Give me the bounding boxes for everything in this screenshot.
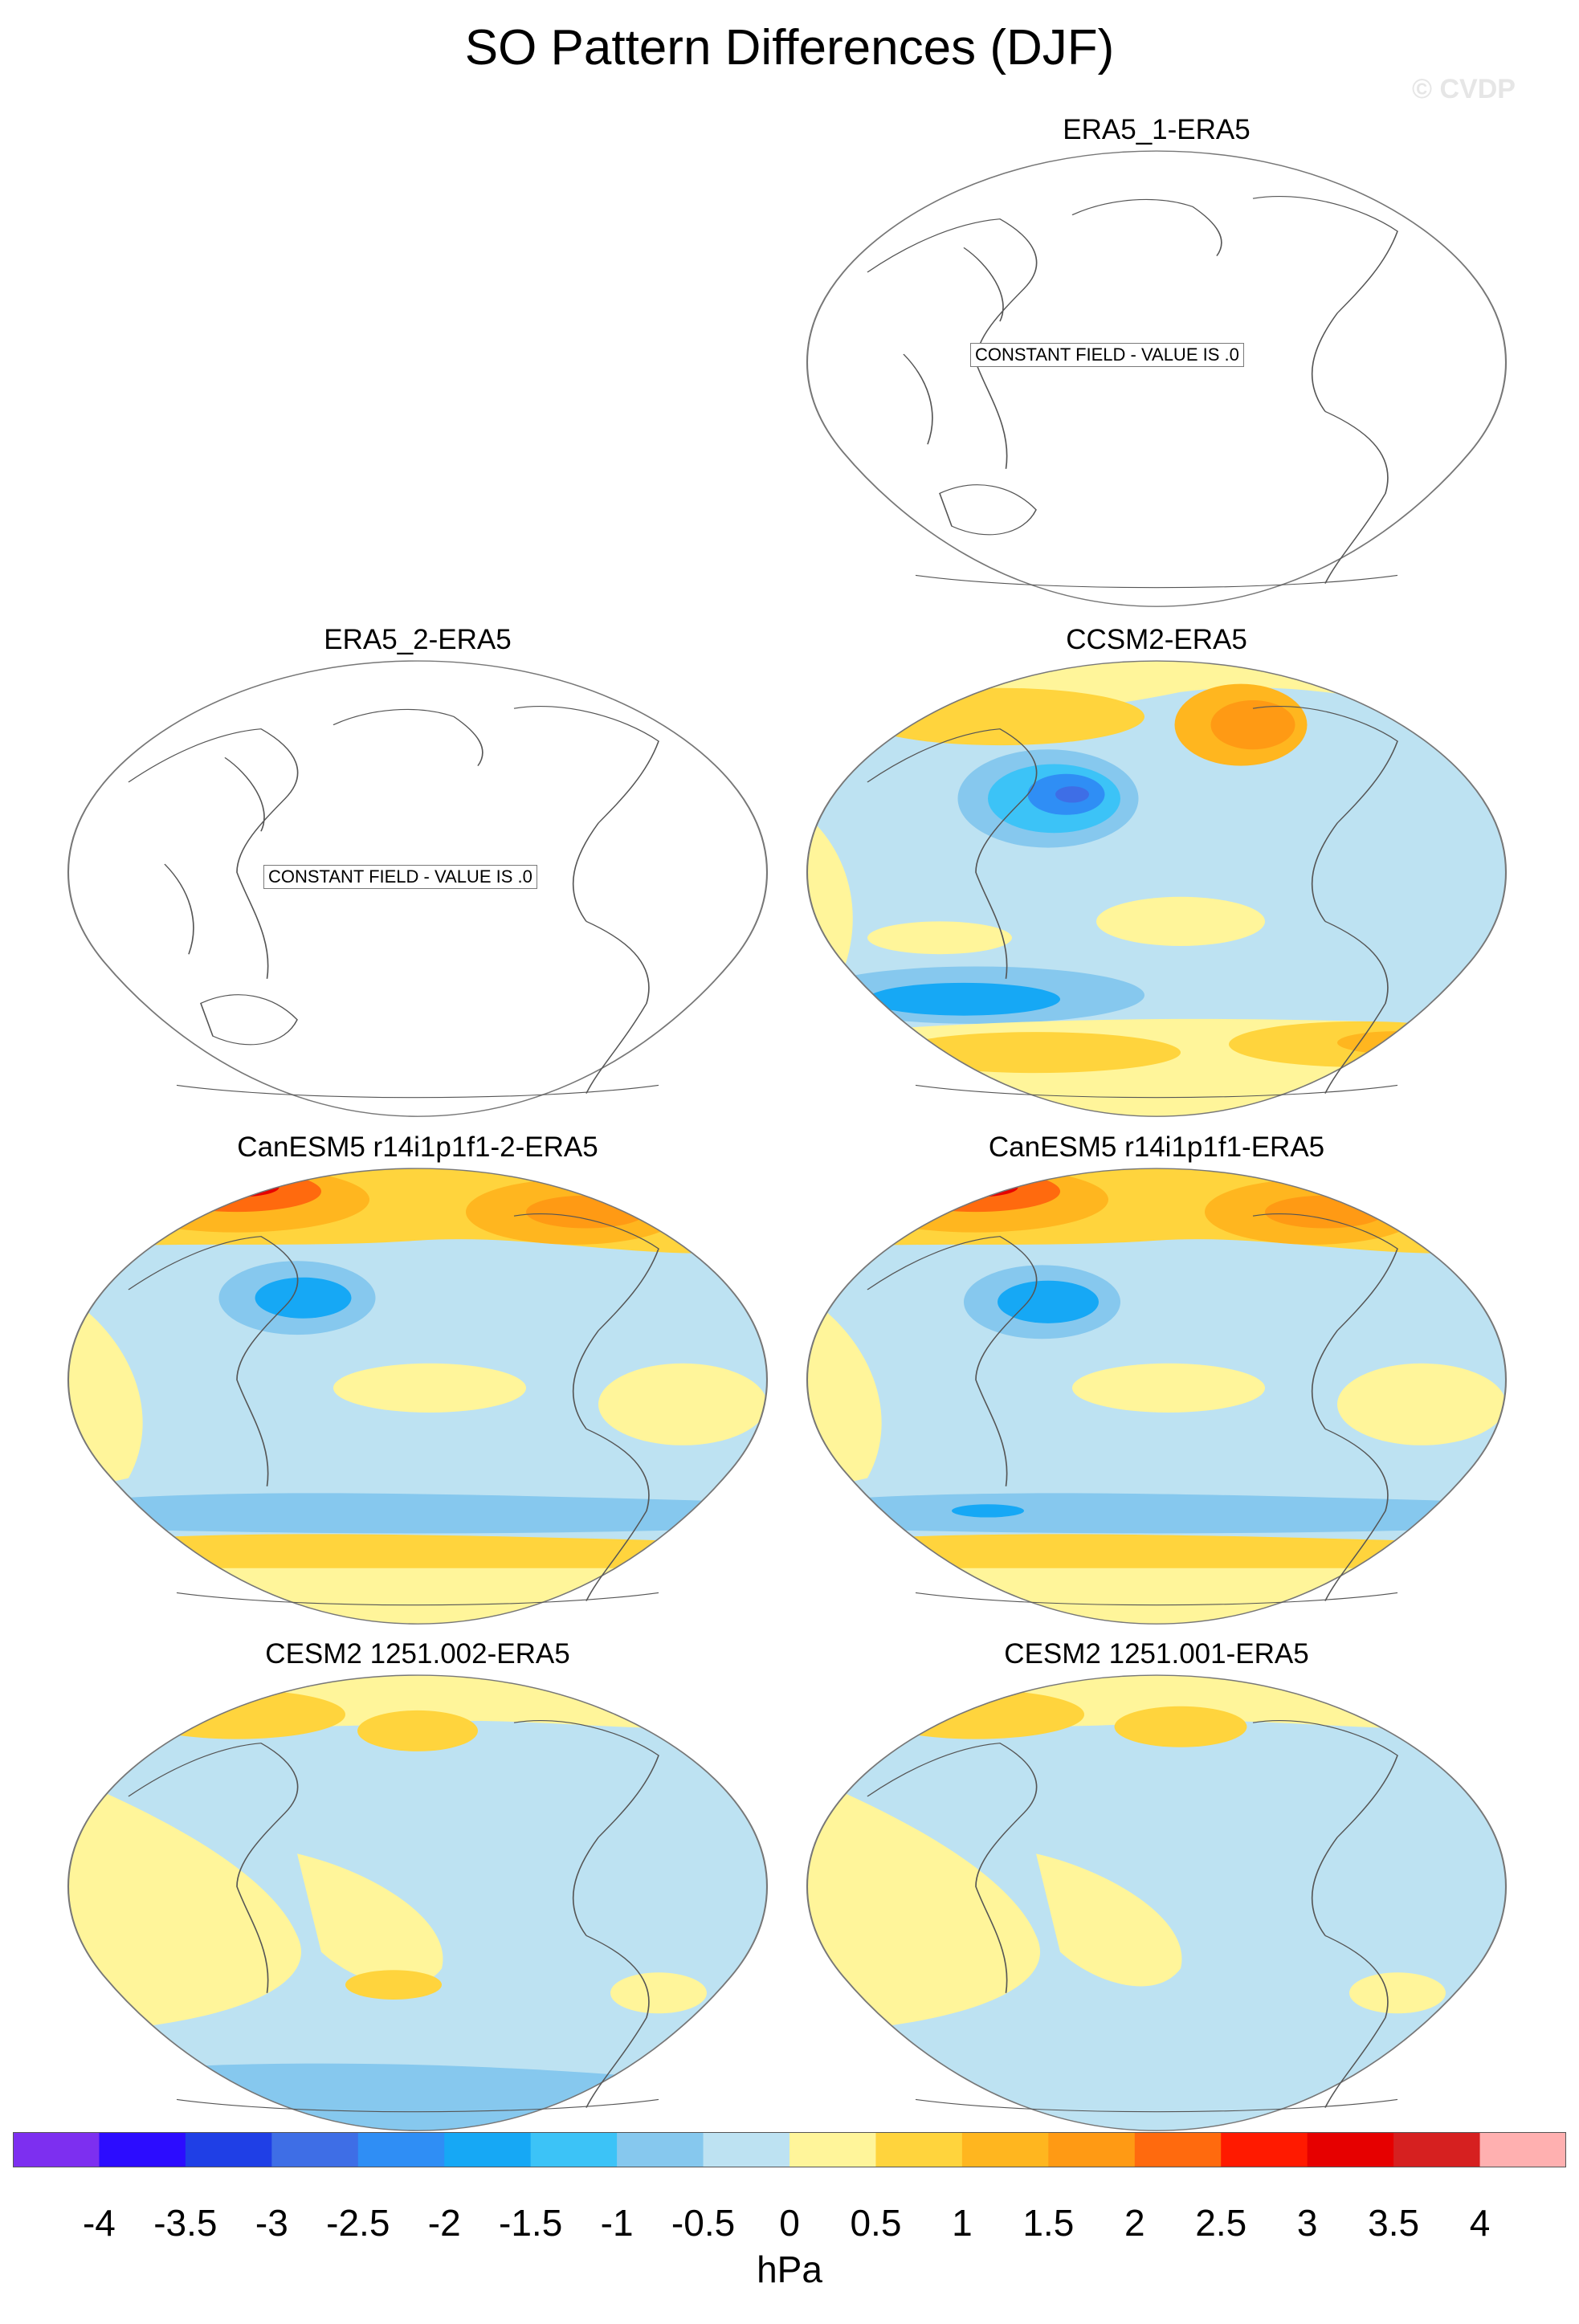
colorbar-tick-label: 2 <box>1124 2202 1145 2244</box>
map-panel-era5-2: ERA5_2-ERA5 CONSTANT FIELD - VALUE IS .0 <box>56 622 779 1120</box>
colorbar-swatch <box>444 2132 532 2167</box>
map-panel-cesm2-001: CESM2 1251.001-ERA5 <box>795 1637 1518 2134</box>
colorbar-swatch <box>875 2132 963 2167</box>
panel-title: CESM2 1251.002-ERA5 <box>265 1638 570 1670</box>
coastlines <box>128 1213 659 1606</box>
colorbar-tick-label: -3 <box>255 2202 288 2244</box>
colorbar-swatch <box>13 2132 100 2167</box>
constant-field-label: CONSTANT FIELD - VALUE IS .0 <box>263 865 537 889</box>
colorbar <box>13 2132 1566 2167</box>
colorbar-tick-label: -1.5 <box>499 2202 563 2244</box>
map-panel-ccsm2: CCSM2-ERA5 <box>795 622 1518 1120</box>
map-panel-canesm5-2: CanESM5 r14i1p1f1-2-ERA5 <box>56 1130 779 1628</box>
panel-title: ERA5_2-ERA5 <box>324 624 512 655</box>
colorbar-units: hPa <box>757 2249 822 2290</box>
panel-title: ERA5_1-ERA5 <box>1063 114 1251 145</box>
map-panel-cesm2-002: CESM2 1251.002-ERA5 <box>56 1637 779 2134</box>
colorbar-swatch <box>1393 2132 1481 2167</box>
map-panel-era5-1: ERA5_1-ERA5 CONSTANT FIELD - VALUE IS .0 <box>795 112 1518 610</box>
coastlines <box>128 706 659 1099</box>
colorbar-tick-label: 2.5 <box>1195 2202 1247 2244</box>
globe-map <box>67 1674 769 2131</box>
colorbar-tick-label: -4 <box>82 2202 116 2244</box>
panel-title: CanESM5 r14i1p1f1-2-ERA5 <box>237 1131 598 1163</box>
colorbar-tick-label: -2.5 <box>326 2202 390 2244</box>
colorbar-swatch <box>617 2132 704 2167</box>
colorbar-tick-label: 1.5 <box>1022 2202 1075 2244</box>
coastlines <box>128 1720 659 2113</box>
colorbar-tick-label: -1 <box>600 2202 634 2244</box>
map-panel-canesm5: CanESM5 r14i1p1f1-ERA5 <box>795 1130 1518 1628</box>
colorbar-tick-label: -0.5 <box>671 2202 736 2244</box>
globe-map <box>806 1168 1508 1625</box>
globe-outline <box>806 150 1508 607</box>
colorbar-labels: -4 -3.5 -3 -2.5 -2 -1.5 -1 -0.5 0 0.5 1 1.5 2 2.5 3 3.5… <box>0 2200 1579 2249</box>
constant-field-label: CONSTANT FIELD - VALUE IS .0 <box>970 343 1244 367</box>
colorbar-tick-label: 0.5 <box>850 2202 902 2244</box>
colorbar-swatch <box>1048 2132 1136 2167</box>
colorbar-swatch <box>99 2132 186 2167</box>
globe-map <box>806 660 1508 1117</box>
colorbar-swatch <box>1479 2132 1566 2167</box>
colorbar-swatch <box>185 2132 272 2167</box>
colorbar-tick-label: 3 <box>1296 2202 1318 2244</box>
coastlines <box>867 1213 1398 1606</box>
colorbar-tick-label: -3.5 <box>153 2202 218 2244</box>
globe-map <box>806 1674 1508 2131</box>
colorbar-tick-label: 3.5 <box>1368 2202 1420 2244</box>
colorbar-swatch <box>790 2132 876 2167</box>
colorbar-swatch <box>961 2132 1049 2167</box>
colorbar-tick-label: 0 <box>779 2202 800 2244</box>
figure-title: SO Pattern Differences (DJF) <box>464 20 1115 75</box>
colorbar-swatch <box>1307 2132 1394 2167</box>
colorbar-swatch <box>530 2132 618 2167</box>
coastlines <box>867 706 1398 1099</box>
cvdp-watermark: © CVDP <box>1412 74 1516 104</box>
coastlines <box>867 196 1398 589</box>
panel-title: CanESM5 r14i1p1f1-ERA5 <box>988 1131 1325 1163</box>
panel-title: CESM2 1251.001-ERA5 <box>1004 1638 1309 1670</box>
colorbar-swatch <box>1221 2132 1308 2167</box>
colorbar-swatch <box>703 2132 790 2167</box>
colorbar-tick-label: 1 <box>952 2202 973 2244</box>
colorbar-swatch <box>271 2132 359 2167</box>
globe-map <box>67 1168 769 1625</box>
colorbar-swatch <box>1134 2132 1222 2167</box>
globe-map <box>806 150 1508 607</box>
colorbar-swatch <box>357 2132 445 2167</box>
colorbar-tick-label: 4 <box>1469 2202 1491 2244</box>
colorbar-tick-label: -2 <box>427 2202 461 2244</box>
coastlines <box>867 1720 1398 2113</box>
panel-title: CCSM2-ERA5 <box>1066 624 1247 655</box>
